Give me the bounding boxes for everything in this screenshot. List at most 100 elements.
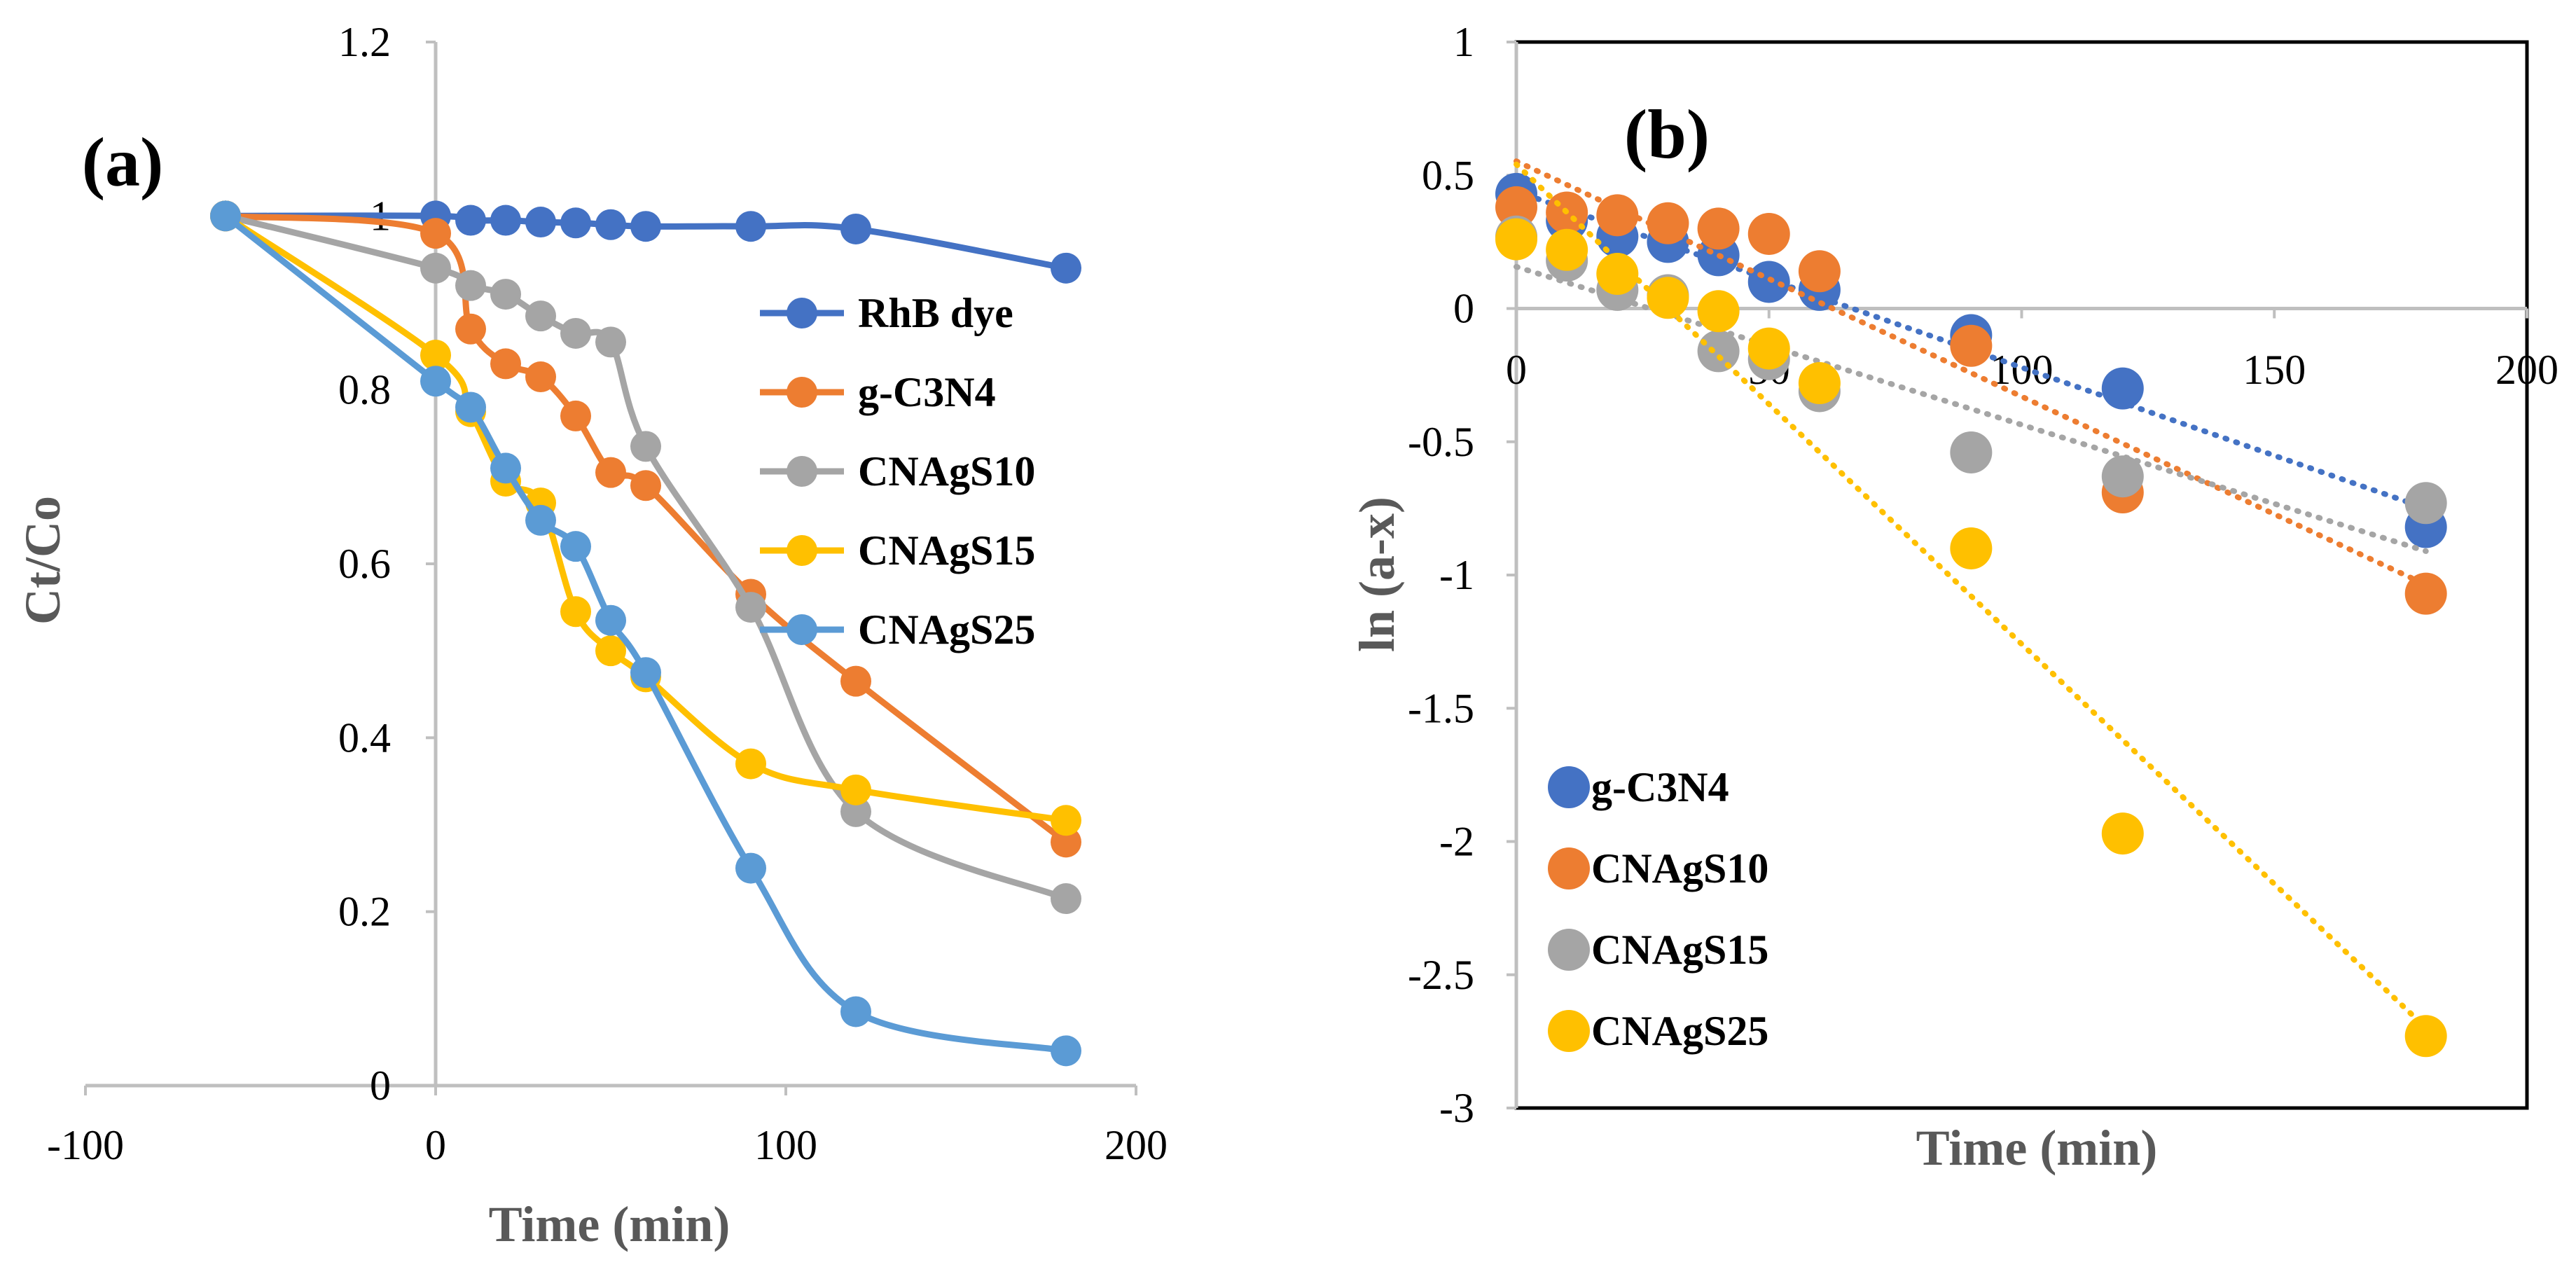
legend: g-C3N4 CNAgS10 CNAgS15 CNAgS25 bbox=[1548, 764, 1768, 1054]
legend-item-g-c3n4: g-C3N4 bbox=[1548, 764, 1729, 810]
series-cnags25 bbox=[1495, 161, 2447, 1058]
data-point bbox=[840, 796, 871, 827]
data-point bbox=[560, 596, 591, 628]
y-tick-label: 1 bbox=[1453, 19, 1474, 65]
legend-marker bbox=[1548, 929, 1590, 971]
data-point bbox=[1495, 186, 1537, 228]
series-cnags10 bbox=[1495, 158, 2447, 615]
data-point bbox=[2404, 482, 2447, 525]
legend: RhB dye g-C3N4 CNAgS10 CNAgS15 CNAgS25 bbox=[760, 290, 1035, 653]
data-point bbox=[1697, 290, 1740, 333]
data-point bbox=[560, 400, 591, 431]
legend-label: CNAgS15 bbox=[858, 527, 1035, 574]
x-axis-title: Time (min) bbox=[489, 1196, 730, 1252]
series-line bbox=[225, 212, 1068, 845]
data-point bbox=[1747, 212, 1790, 255]
data-point bbox=[735, 211, 766, 242]
legend-item-cnags25: CNAgS25 bbox=[1548, 1008, 1768, 1054]
legend-marker bbox=[787, 298, 817, 328]
x-tick-label: 100 bbox=[1990, 347, 2054, 393]
data-point bbox=[630, 657, 661, 688]
data-point bbox=[525, 300, 556, 332]
data-point bbox=[1051, 805, 1081, 836]
data-point bbox=[1647, 277, 1689, 319]
legend-label: CNAgS10 bbox=[858, 448, 1035, 494]
data-point bbox=[2404, 1015, 2447, 1058]
x-tick-label: 200 bbox=[1105, 1122, 1168, 1168]
data-point bbox=[525, 504, 556, 536]
legend-label: CNAgS10 bbox=[1591, 845, 1768, 892]
data-point bbox=[1596, 253, 1639, 296]
legend-marker bbox=[1548, 847, 1590, 889]
legend-item-cnags25: CNAgS25 bbox=[760, 607, 1035, 653]
y-tick-label: 0.8 bbox=[338, 367, 391, 413]
data-point bbox=[455, 205, 486, 236]
data-point bbox=[2101, 367, 2144, 410]
data-point bbox=[210, 200, 241, 232]
data-point bbox=[595, 326, 626, 358]
legend-item-cnags10: CNAgS10 bbox=[1548, 845, 1768, 892]
data-point bbox=[1798, 362, 1841, 405]
data-point bbox=[1798, 250, 1841, 293]
legend-item-rhb-dye: RhB dye bbox=[760, 290, 1013, 336]
data-point bbox=[1546, 228, 1588, 271]
data-point bbox=[420, 366, 451, 397]
data-point bbox=[595, 209, 626, 240]
data-point bbox=[735, 852, 766, 884]
series-cnags25 bbox=[210, 200, 1081, 1067]
y-axis-title: ln (a-x) bbox=[1349, 497, 1405, 652]
legend-label: g-C3N4 bbox=[1591, 764, 1729, 810]
y-tick-label: -2.5 bbox=[1408, 952, 1474, 998]
series-line bbox=[223, 213, 1067, 1054]
data-point bbox=[595, 635, 626, 667]
data-point bbox=[1495, 218, 1537, 261]
data-point bbox=[630, 470, 661, 501]
y-tick-label: -1.5 bbox=[1408, 685, 1474, 731]
y-tick-label: -2 bbox=[1439, 819, 1474, 865]
data-point bbox=[1950, 324, 1993, 367]
data-point bbox=[735, 592, 766, 623]
data-point bbox=[420, 340, 451, 371]
data-point bbox=[1051, 1035, 1081, 1067]
data-point bbox=[1950, 431, 1993, 473]
data-point bbox=[840, 665, 871, 697]
data-point bbox=[525, 207, 556, 238]
x-tick-label: 0 bbox=[1506, 347, 1527, 393]
data-point bbox=[1596, 194, 1639, 237]
data-point bbox=[560, 207, 591, 239]
panel-label: (a) bbox=[82, 123, 164, 201]
y-tick-label: -1 bbox=[1439, 552, 1474, 598]
legend-label: CNAgS15 bbox=[1591, 927, 1768, 973]
data-point bbox=[1950, 527, 1993, 569]
data-point bbox=[630, 431, 661, 462]
data-point bbox=[840, 213, 871, 244]
data-point bbox=[630, 211, 661, 242]
y-tick-label: -3 bbox=[1439, 1085, 1474, 1131]
data-point bbox=[490, 205, 521, 236]
data-point bbox=[1051, 826, 1081, 858]
x-tick-label: 0 bbox=[425, 1122, 446, 1168]
x-tick-label: 100 bbox=[754, 1122, 817, 1168]
legend-item-cnags15: CNAgS15 bbox=[760, 527, 1035, 574]
data-point bbox=[560, 317, 591, 349]
series-cnags15 bbox=[210, 200, 1081, 836]
y-tick-label: 0.4 bbox=[338, 714, 391, 761]
legend-label: CNAgS25 bbox=[1591, 1008, 1768, 1054]
y-tick-label: 1.2 bbox=[338, 19, 391, 65]
legend-label: CNAgS25 bbox=[858, 607, 1035, 653]
y-tick-label: 0.5 bbox=[1422, 152, 1474, 198]
data-point bbox=[595, 604, 626, 636]
legend-item-cnags15: CNAgS15 bbox=[1548, 927, 1768, 973]
legend-item-g-c3n4: g-C3N4 bbox=[760, 369, 996, 415]
legend-marker bbox=[1548, 766, 1590, 808]
data-point bbox=[525, 361, 556, 393]
data-point bbox=[560, 531, 591, 562]
data-point bbox=[840, 996, 871, 1027]
legend-marker bbox=[787, 377, 817, 408]
legend-label: RhB dye bbox=[858, 290, 1013, 336]
x-axis-title: Time (min) bbox=[1916, 1120, 2158, 1176]
data-point bbox=[1697, 207, 1740, 250]
x-tick-label: 150 bbox=[2243, 347, 2306, 393]
